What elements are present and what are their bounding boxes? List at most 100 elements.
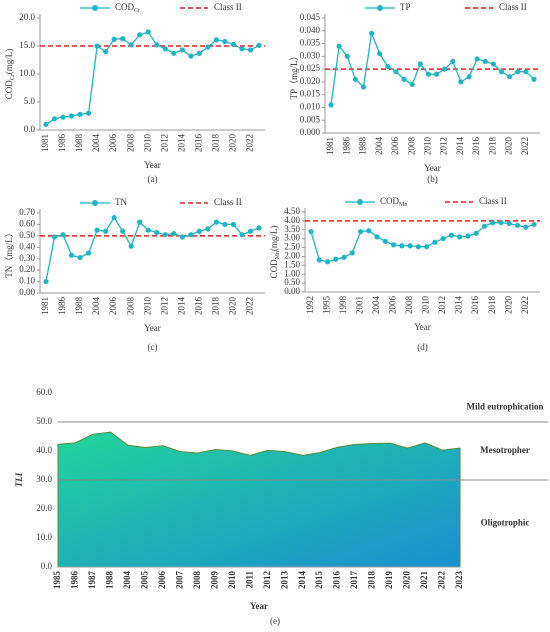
y-tick-label: 0.025 — [300, 63, 321, 73]
x-tick-label: 2020 — [504, 137, 514, 156]
x-tick-label: 2010 — [142, 134, 152, 153]
y-tick-label: 0.0 — [24, 124, 36, 134]
x-tick-label: 2016 — [193, 297, 203, 316]
y-tick-label: 0.040 — [300, 25, 321, 35]
x-tick-label: 2009 — [209, 571, 219, 590]
x-tick-label: 1986 — [70, 571, 80, 590]
y-tick-label: 20.0 — [19, 12, 35, 22]
legend-label: TP — [400, 2, 411, 12]
label-text: TP — [400, 2, 411, 12]
point — [179, 234, 185, 240]
legend-label: Class II — [499, 2, 527, 12]
point — [523, 224, 529, 230]
point — [128, 42, 134, 48]
label-text: TN（mg/L） — [4, 228, 14, 278]
point — [162, 232, 168, 238]
point — [171, 50, 177, 56]
point — [239, 46, 245, 52]
point — [68, 252, 75, 258]
point — [43, 121, 49, 127]
x-tick-label: 1985 — [52, 571, 62, 590]
y-tick-label: 0.30 — [19, 253, 35, 263]
y-tick-label: 20.0 — [36, 503, 52, 513]
point — [51, 234, 58, 240]
zone-label: Oligotrophic — [481, 518, 530, 528]
point — [450, 58, 456, 65]
point — [465, 233, 471, 239]
y-tick-label: 50.0 — [36, 416, 52, 426]
x-axis-title: Year — [144, 323, 161, 333]
point — [103, 228, 109, 234]
point — [490, 220, 496, 226]
x-tick-label: 2016 — [471, 137, 481, 156]
y-tick-label: 1.00 — [284, 268, 300, 278]
y-tick-label: 0.000 — [300, 127, 321, 137]
x-tick-label: 2005 — [139, 571, 149, 590]
point — [145, 227, 151, 233]
label-unit: (mg/L) — [4, 49, 14, 75]
point — [86, 110, 92, 116]
point — [344, 53, 350, 59]
x-tick-label: 2016 — [332, 571, 342, 590]
x-tick-label: 1988 — [104, 571, 114, 590]
y-tick-label: 1.50 — [284, 259, 300, 269]
label-subscript: Mn — [275, 251, 281, 259]
point — [352, 76, 358, 82]
point — [490, 61, 496, 67]
x-tick-label: 1992 — [305, 296, 315, 314]
point — [328, 102, 334, 108]
x-tick-label: 2012 — [437, 296, 447, 314]
x-tick-label: 1986 — [57, 134, 67, 153]
point — [466, 74, 472, 80]
x-tick-label: 2020 — [228, 297, 238, 316]
point — [111, 214, 117, 221]
x-tick-label: 2008 — [406, 137, 416, 156]
point — [417, 61, 423, 67]
zone-label: Mild eutrophication — [466, 402, 543, 412]
point — [43, 278, 49, 285]
caption: (c) — [148, 342, 158, 352]
y-tick-label: 4.00 — [284, 215, 300, 225]
point — [222, 221, 228, 228]
x-tick-label: 2012 — [439, 137, 449, 155]
point — [360, 84, 367, 90]
x-tick-label: 2022 — [245, 134, 255, 152]
point — [369, 30, 375, 36]
y-tick-label: 3.50 — [284, 224, 300, 234]
legend-label: Class II — [214, 197, 242, 207]
x-tick-label: 2012 — [159, 297, 169, 315]
point — [256, 42, 262, 49]
x-tick-label: 1981 — [325, 137, 335, 155]
x-tick-label: 2022 — [245, 297, 255, 315]
point — [473, 230, 479, 236]
y-tick-label: 0.00 — [284, 286, 300, 296]
x-tick-label: 1995 — [322, 296, 332, 315]
caption: (b) — [427, 174, 438, 184]
point — [205, 44, 211, 50]
point — [433, 71, 440, 77]
area — [57, 431, 461, 568]
y-tick-label: 60.0 — [36, 387, 52, 397]
point — [247, 47, 254, 53]
x-tick-label: 2020 — [503, 296, 513, 315]
x-tick-label: 2006 — [108, 297, 118, 316]
point — [425, 71, 432, 77]
point — [239, 232, 245, 238]
point — [506, 220, 512, 227]
y-tick-label: 0.0 — [41, 561, 53, 571]
x-tick-label: 2006 — [157, 571, 167, 590]
x-tick-label: 2008 — [125, 297, 135, 316]
point — [171, 230, 177, 237]
legend-label: CODCr — [115, 2, 140, 14]
y-tick-label: 0.10 — [19, 276, 35, 286]
x-tick-label: 2004 — [122, 571, 132, 590]
axis-title: TP（mg/L） — [289, 51, 299, 99]
x-axis-title: Year — [414, 322, 431, 332]
point — [120, 36, 126, 42]
y-tick-label: 40.0 — [36, 445, 52, 455]
x-tick-label: 2006 — [388, 296, 398, 315]
point — [498, 69, 505, 75]
y-tick-label: 0.50 — [284, 277, 300, 287]
point — [401, 76, 407, 82]
